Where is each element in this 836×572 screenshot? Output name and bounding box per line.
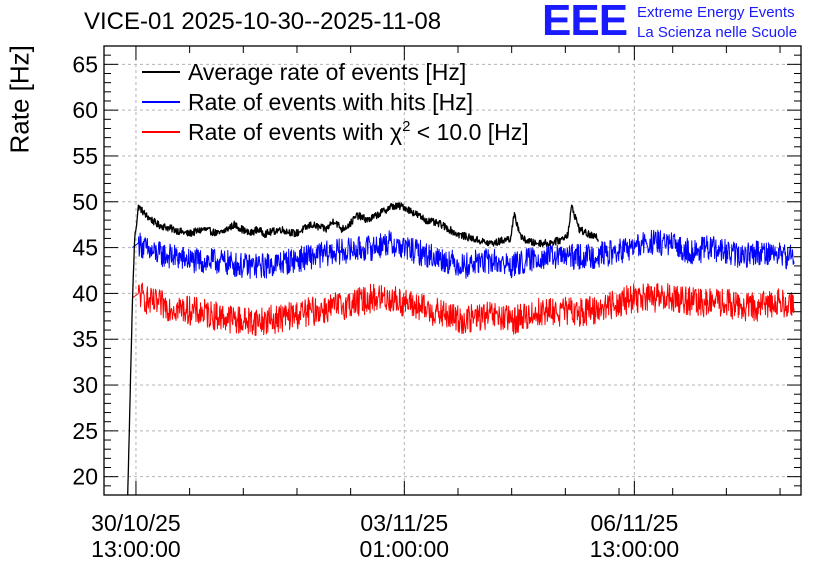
- y-tick-label: 55: [72, 143, 98, 169]
- y-tick-label: 40: [72, 280, 98, 306]
- y-tick-label: 45: [72, 235, 98, 261]
- y-tick-label: 35: [72, 326, 98, 352]
- eee-logo: EEE: [542, 0, 628, 45]
- x-tick-label-date: 06/11/25: [590, 510, 678, 536]
- series-line-2: [132, 282, 795, 336]
- series-line-1: [132, 229, 795, 279]
- x-tick-label-time: 01:00:00: [360, 536, 450, 562]
- plot-frame: [103, 45, 802, 496]
- y-tick-label: 20: [72, 464, 98, 490]
- legend-label-2: Rate of events with χ2 < 10.0 [Hz]: [188, 118, 529, 145]
- y-tick-label: 30: [72, 372, 98, 398]
- x-tick-label-time: 13:00:00: [91, 536, 181, 562]
- y-tick-label: 65: [72, 51, 98, 77]
- x-tick-label-date: 30/10/25: [91, 510, 181, 536]
- x-axis: 30/10/2513:00:0003/11/2501:00:0006/11/25…: [91, 46, 781, 562]
- series-layer: [127, 202, 795, 495]
- logo-line-2: La Scienza nelle Scuole: [637, 24, 798, 41]
- x-tick-label-date: 03/11/25: [360, 510, 448, 536]
- grid-lines: [104, 46, 801, 495]
- chart-title: VICE-01 2025-10-30--2025-11-08: [84, 8, 442, 35]
- legend-label-1: Rate of events with hits [Hz]: [188, 89, 473, 115]
- y-tick-label: 50: [72, 189, 98, 215]
- series-line-0: [127, 202, 599, 495]
- logo-line-1: Extreme Energy Events: [637, 4, 795, 21]
- legend: Average rate of events [Hz] Rate of event…: [142, 59, 529, 145]
- y-tick-label: 25: [72, 418, 98, 444]
- y-axis: 20 25 30 35 40 45 50 55 60 65: [72, 45, 801, 496]
- x-tick-label-time: 13:00:00: [590, 536, 680, 562]
- legend-label-0: Average rate of events [Hz]: [188, 59, 466, 85]
- y-tick-label: 60: [72, 97, 98, 123]
